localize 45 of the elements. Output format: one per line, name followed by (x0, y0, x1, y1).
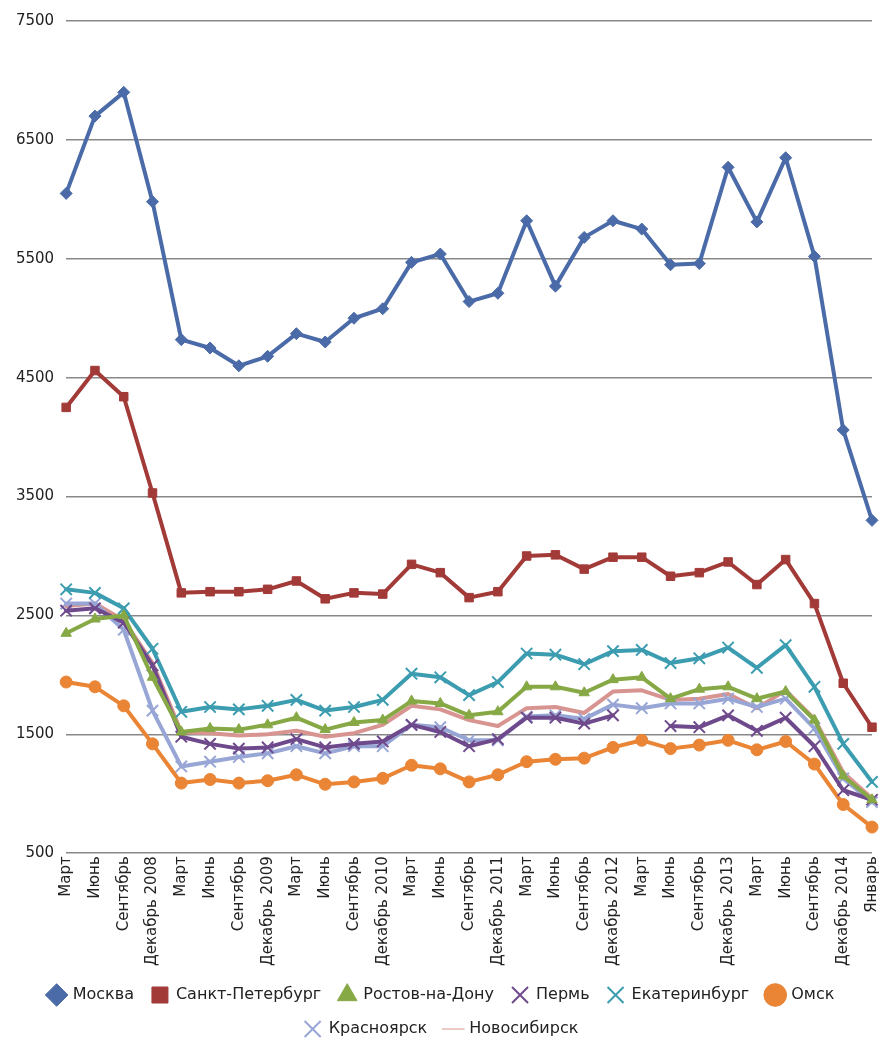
y-tick-label: 1500 (15, 724, 55, 743)
x-tick-label: Июнь (84, 856, 103, 899)
legend-label: Красноярск (328, 1018, 428, 1038)
y-tick-label: 6500 (15, 129, 55, 148)
legend-label: Санкт-Петербург (175, 984, 322, 1004)
legend-label: Омск (791, 984, 835, 1004)
x-tick-label: Июнь (199, 856, 218, 899)
x-tick-label: Сентябрь (574, 856, 593, 932)
x-tick-label: Сентябрь (113, 856, 132, 932)
x-tick-label: Март (631, 856, 650, 897)
legend-label: Ростов-на-Дону (363, 984, 495, 1004)
y-tick-label: 3500 (15, 486, 55, 505)
x-tick-label: Июнь (660, 856, 679, 899)
x-tick-label: Июнь (315, 856, 334, 899)
x-tick-label: Декабрь 2011 (487, 856, 506, 967)
x-tick-label: Март (516, 856, 535, 897)
legend-label: Екатеринбург (631, 984, 750, 1004)
legend-label: Пермь (536, 984, 590, 1004)
x-tick-label: Сентябрь (689, 856, 708, 932)
x-tick-label: Декабрь 2008 (142, 856, 161, 967)
x-tick-label: Март (56, 856, 75, 897)
y-tick-label: 7500 (15, 10, 55, 29)
x-tick-label: Декабрь 2009 (257, 856, 276, 967)
legend-label: Москва (72, 984, 134, 1004)
y-tick-label: 5500 (15, 248, 55, 267)
x-tick-label: Сентябрь (228, 856, 247, 932)
x-tick-label: Декабрь 2012 (602, 856, 621, 967)
x-tick-label: Март (171, 856, 190, 897)
x-tick-label: Декабрь 2010 (372, 856, 391, 967)
y-tick-label: 2500 (15, 605, 55, 624)
x-tick-label: Июнь (775, 856, 794, 899)
x-tick-label: Сентябрь (458, 856, 477, 932)
x-tick-label: Март (401, 856, 420, 897)
x-tick-label: Декабрь 2014 (833, 856, 852, 967)
x-tick-label: Январь (861, 856, 880, 913)
y-tick-label: 500 (25, 843, 55, 862)
x-tick-label: Декабрь 2013 (717, 856, 736, 967)
y-tick-label: 4500 (15, 367, 55, 386)
x-tick-label: Июнь (545, 856, 564, 899)
x-tick-label: Июнь (430, 856, 449, 899)
legend-label: Новосибирск (469, 1018, 579, 1038)
x-tick-label: Сентябрь (343, 856, 362, 932)
x-tick-label: Март (286, 856, 305, 897)
x-tick-label: Март (746, 856, 765, 897)
x-tick-label: Сентябрь (804, 856, 823, 932)
